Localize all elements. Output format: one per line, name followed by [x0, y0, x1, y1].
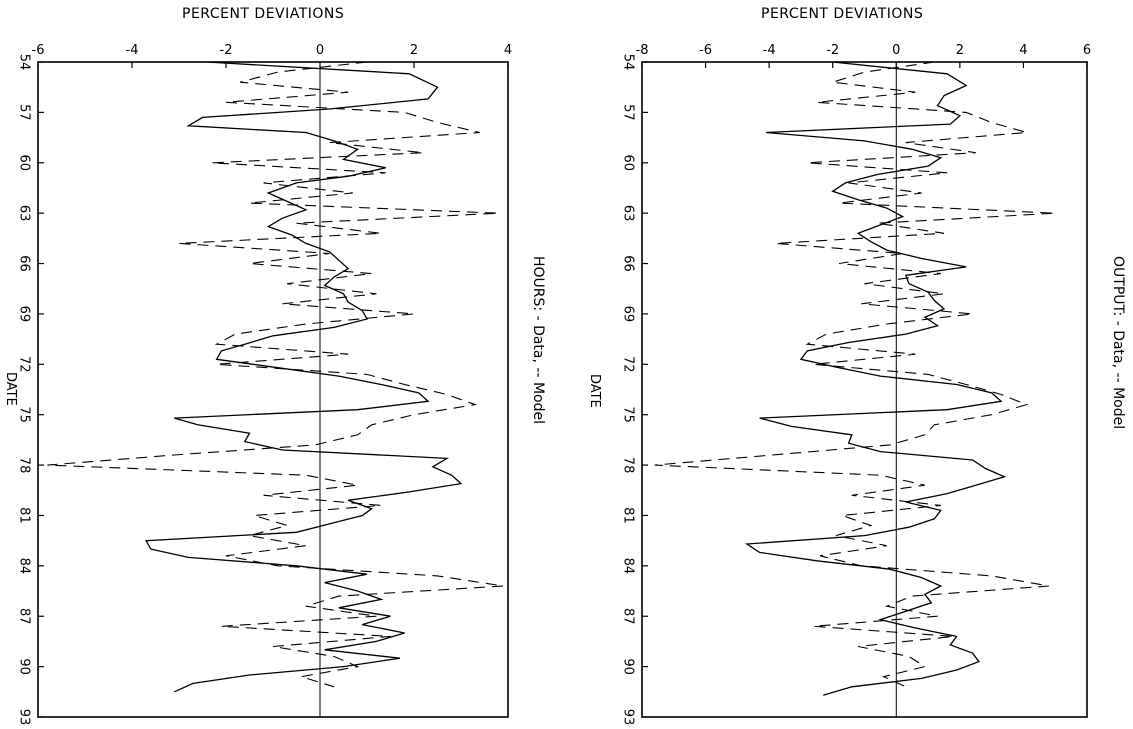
hours-date-tick-label: 60 [17, 154, 32, 171]
output-date-tick-label: 57 [621, 104, 636, 121]
hours-date-tick-label: 54 [17, 54, 32, 71]
output-plot-area: -8 -6 -4 -2 0 2 4 6 54 57 60 63 66 69 72 75 78 81 84 87 90 93 [566, 0, 1133, 729]
hours-date-tick-label: 90 [17, 658, 32, 675]
hours-date-tick-label: 84 [17, 558, 32, 575]
output-date-tick-label: 60 [621, 154, 636, 171]
output-chart-title: OUTPUT: - Data, -- Model [1110, 256, 1126, 429]
hours-chart: PERCENT DEVIATIONS -6 -4 -2 0 2 4 54 57 60 63 66 69… [0, 0, 566, 729]
output-series-solid [747, 62, 1005, 695]
hours-series-solid [146, 62, 461, 692]
hours-date-tick-label: 63 [17, 205, 32, 222]
hours-value-tick-label: 2 [410, 43, 418, 58]
hours-series-dashed [47, 62, 503, 687]
output-value-tick-label: 4 [1019, 43, 1027, 58]
output-value-tick-label: -4 [763, 43, 776, 58]
hours-date-tick-label: 75 [17, 406, 32, 423]
hours-value-tick-label: -2 [220, 43, 233, 58]
hours-plot-area: -6 -4 -2 0 2 4 54 57 60 63 66 69 72 75 78 81 84 87 90 93 [0, 0, 566, 729]
output-date-tick-label: 90 [621, 658, 636, 675]
output-chart: PERCENT DEVIATIONS -8 -6 -4 -2 0 2 4 6 54 57 60 63 6… [566, 0, 1133, 729]
output-date-tick-label: 63 [621, 205, 636, 222]
output-series-dashed [655, 62, 1055, 687]
output-value-tick-label: -6 [699, 43, 712, 58]
hours-value-tick-label: -4 [126, 43, 139, 58]
hours-date-tick-label: 57 [17, 104, 32, 121]
output-date-tick-label: 72 [621, 356, 636, 373]
hours-value-tick-label: -6 [32, 43, 45, 58]
hours-value-tick-label: 0 [316, 43, 324, 58]
output-date-tick-label: 69 [621, 306, 636, 323]
output-value-tick-label: -2 [826, 43, 839, 58]
hours-date-tick-label: 66 [17, 255, 32, 272]
output-date-tick-label: 87 [621, 608, 636, 625]
hours-date-tick-label: 78 [17, 457, 32, 474]
output-date-tick-label: 93 [621, 709, 636, 726]
output-date-tick-label: 66 [621, 255, 636, 272]
output-date-tick-label: 54 [621, 54, 636, 71]
hours-value-tick-label: 4 [504, 43, 512, 58]
hours-date-tick-label: 87 [17, 608, 32, 625]
output-value-tick-label: 2 [956, 43, 964, 58]
output-date-tick-label: 84 [621, 558, 636, 575]
hours-date-tick-label: 81 [17, 507, 32, 524]
output-value-tick-label: -8 [636, 43, 649, 58]
output-date-axis-label: DATE [587, 374, 602, 408]
hours-date-tick-label: 69 [17, 306, 32, 323]
output-date-tick-label: 75 [621, 406, 636, 423]
output-frame [642, 62, 1087, 717]
hours-date-tick-label: 93 [17, 709, 32, 726]
output-value-tick-label: 6 [1083, 43, 1091, 58]
output-date-tick-label: 81 [621, 507, 636, 524]
output-value-tick-label: 0 [892, 43, 900, 58]
hours-date-axis-label: DATE [3, 372, 18, 406]
output-date-tick-label: 78 [621, 457, 636, 474]
hours-date-tick-label: 72 [17, 356, 32, 373]
hours-chart-title: HOURS: - Data, -- Model [530, 256, 546, 424]
